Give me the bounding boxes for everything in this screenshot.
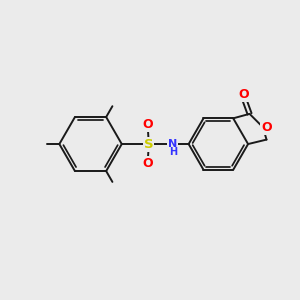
Text: O: O <box>142 118 153 130</box>
Text: O: O <box>238 88 249 101</box>
Text: N: N <box>168 139 178 149</box>
Text: O: O <box>261 121 272 134</box>
Text: H: H <box>169 147 178 158</box>
Text: O: O <box>142 158 153 170</box>
Text: S: S <box>144 138 153 151</box>
